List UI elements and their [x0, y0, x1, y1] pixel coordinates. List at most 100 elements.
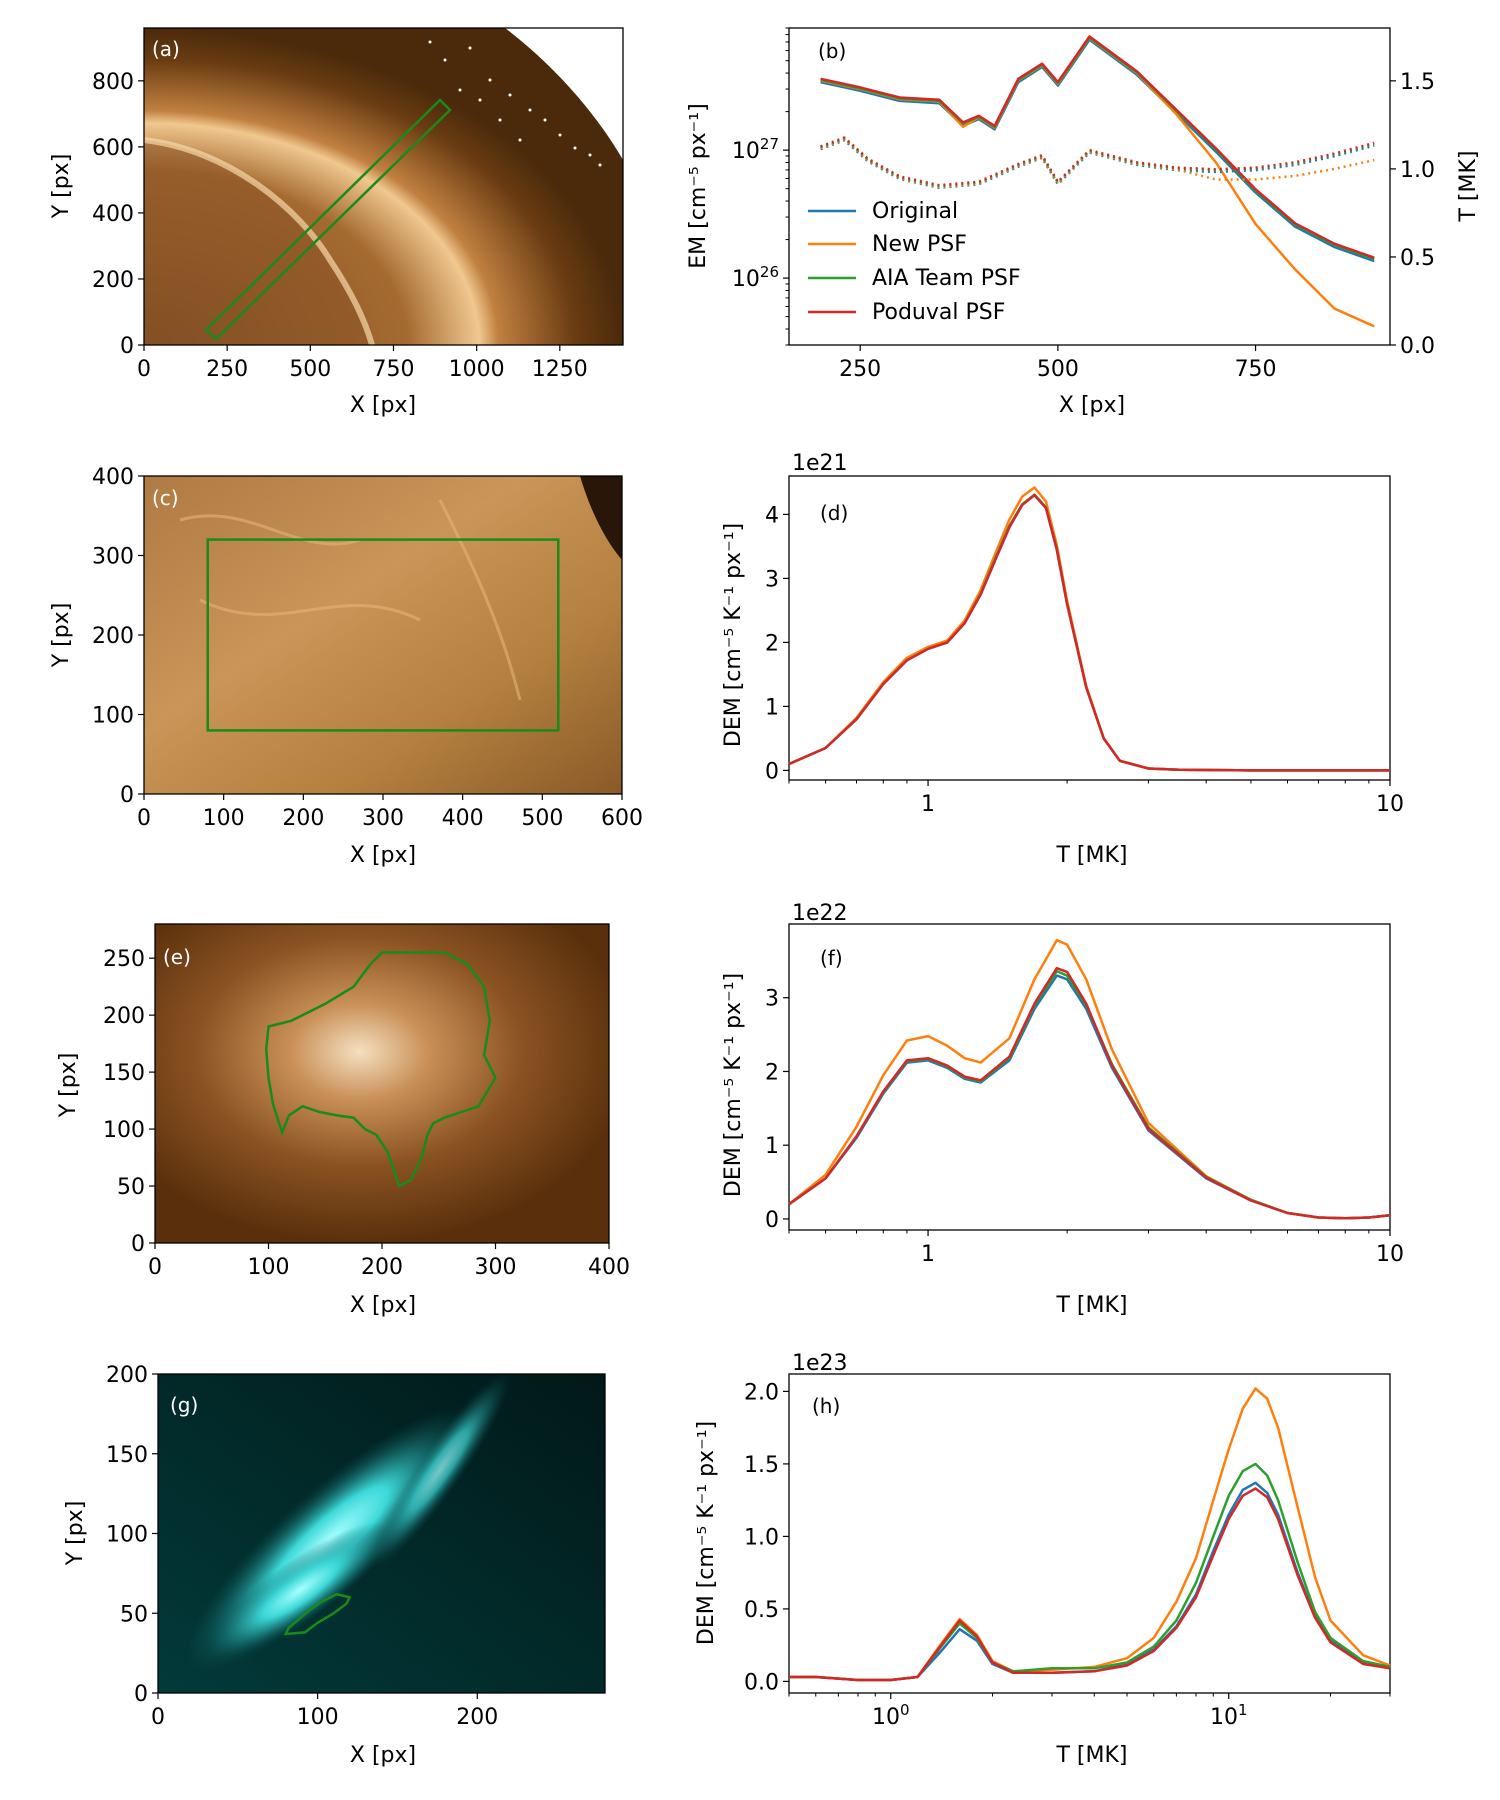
y-tick-label-g: 100 [106, 1523, 148, 1548]
t-line-original [820, 139, 1375, 190]
y2label-b: T [MK] [1456, 150, 1481, 222]
y-tick-label-h: 0.0 [744, 1670, 779, 1695]
slit-box [204, 98, 452, 341]
axes-frame-a [143, 27, 624, 346]
x-tick-label-c: 200 [282, 806, 324, 831]
x-tick-label-c: 600 [601, 806, 643, 831]
y-tick-label-e: 100 [103, 1118, 145, 1143]
panel-a-image [143, 28, 623, 346]
x-tick-label-a: 500 [289, 357, 331, 382]
y-tick-label-e: 0 [131, 1232, 145, 1257]
dem-line-f-new-psf [788, 938, 1391, 1220]
panel-label-h: (h) [812, 1394, 840, 1418]
offset-text-f: 1e22 [792, 901, 848, 926]
y-tick-label-c: 0 [120, 783, 134, 808]
dem-line-d-aia-team [788, 493, 1390, 772]
dem-line-f-aia-team [788, 969, 1391, 1220]
x-tick-label-b: 250 [839, 357, 881, 382]
y-tick-label-g: 0 [134, 1682, 148, 1707]
y-tick-label-a: 400 [92, 202, 134, 227]
x-tick-label-a: 0 [137, 357, 151, 382]
x-tick-label-g: 200 [456, 1705, 498, 1730]
ylabel-c: Y [px] [49, 603, 74, 669]
y-tick-label-g: 150 [106, 1443, 148, 1468]
dem-line-d-original [788, 493, 1390, 772]
y2-tick-label-b: 1.5 [1400, 70, 1435, 95]
xlabel-c: X [px] [350, 843, 416, 868]
x-tick-label-f: 10 [1376, 1242, 1404, 1267]
contour-path-g [283, 1592, 352, 1636]
y-tick-label-f: 1 [765, 1134, 779, 1159]
legend: Original New PSF AIA Team PSF Poduval PS… [808, 199, 1021, 325]
y-tick-label-h: 1.5 [744, 1453, 779, 1478]
legend-label-original: Original [872, 199, 958, 224]
panel-label-a: (a) [152, 37, 180, 61]
dem-line-h-new-psf [789, 1387, 1391, 1682]
offset-text-h: 1e23 [792, 1351, 848, 1376]
x-tick-label-g: 100 [297, 1705, 339, 1730]
x-tick-label-d: 1 [921, 792, 935, 817]
y-tick-label-d: 0 [765, 759, 779, 784]
contour-path-e [264, 951, 497, 1188]
dem-line-d-new-psf [788, 486, 1390, 772]
x-tick-label-g: 0 [151, 1705, 165, 1730]
axes-frame-h [788, 1373, 1391, 1694]
y-tick-label-a: 200 [92, 268, 134, 293]
x-tick-label-a: 250 [206, 357, 248, 382]
x-tick-label-f: 1 [921, 1242, 935, 1267]
y2-tick-label-b: 1.0 [1400, 158, 1435, 183]
y-tick-label-b: 1026 [732, 263, 779, 292]
y-tick-label-e: 200 [103, 1004, 145, 1029]
dem-line-f-poduval [788, 966, 1391, 1220]
axes-frame-d [788, 475, 1391, 781]
x-tick-label-c: 300 [362, 806, 404, 831]
y-tick-label-e: 250 [103, 947, 145, 972]
x-tick-label-a: 750 [372, 357, 414, 382]
panel-label-f: (f) [820, 946, 843, 970]
xlabel-d: T [MK] [1055, 843, 1127, 868]
y-tick-label-d: 2 [765, 631, 779, 656]
y-tick-label-a: 600 [92, 136, 134, 161]
x-tick-label-e: 100 [248, 1255, 290, 1280]
xlabel-e: X [px] [350, 1293, 416, 1318]
ylabel-b: EM [cm⁻⁵ px⁻¹] [686, 103, 711, 268]
y-tick-label-f: 2 [765, 1060, 779, 1085]
dem-line-h-aia-team [789, 1462, 1391, 1682]
x-tick-label-a: 1250 [532, 357, 588, 382]
x-tick-label-c: 0 [137, 806, 151, 831]
panel-label-b: (b) [818, 39, 846, 63]
dem-line-d-poduval [788, 493, 1390, 772]
t-line-poduval [820, 136, 1375, 187]
x-tick-label-b: 500 [1037, 357, 1079, 382]
y-tick-label-d: 1 [765, 695, 779, 720]
y-tick-label-d: 3 [765, 567, 779, 592]
panel-g-image [158, 1370, 605, 1693]
x-tick-label-b: 750 [1235, 357, 1277, 382]
legend-label-aia-team: AIA Team PSF [872, 266, 1021, 291]
y-tick-label-d: 4 [765, 503, 779, 528]
y2-tick-label-b: 0.0 [1400, 334, 1435, 359]
flare-contour [283, 1592, 352, 1636]
x-tick-label-c: 500 [521, 806, 563, 831]
xlabel-h: T [MK] [1055, 1743, 1127, 1768]
panel-label-g: (g) [170, 1393, 198, 1417]
y-tick-label-c: 400 [92, 465, 134, 490]
ylabel-g: Y [px] [63, 1501, 88, 1567]
xlabel-b: X [px] [1059, 393, 1125, 418]
x-tick-label-a: 1000 [449, 357, 505, 382]
y-tick-label-c: 300 [92, 545, 134, 570]
y-tick-label-a: 0 [120, 334, 134, 359]
x-tick-label-h: 101 [1210, 1701, 1248, 1730]
em-line-original [820, 38, 1375, 263]
ylabel-f: DEM [cm⁻⁵ K⁻¹ px⁻¹] [721, 973, 746, 1197]
ylabel-e: Y [px] [56, 1053, 81, 1119]
y-tick-label-e: 50 [117, 1175, 145, 1200]
y-tick-label-c: 200 [92, 624, 134, 649]
y-tick-label-c: 100 [92, 704, 134, 729]
ylabel-d: DEM [cm⁻⁵ K⁻¹ px⁻¹] [721, 523, 746, 747]
dem-line-h-poduval [789, 1487, 1391, 1682]
panel-label-e: (e) [163, 945, 191, 969]
xlabel-f: T [MK] [1055, 1293, 1127, 1318]
x-tick-label-c: 400 [442, 806, 484, 831]
x-tick-label-e: 400 [588, 1255, 630, 1280]
